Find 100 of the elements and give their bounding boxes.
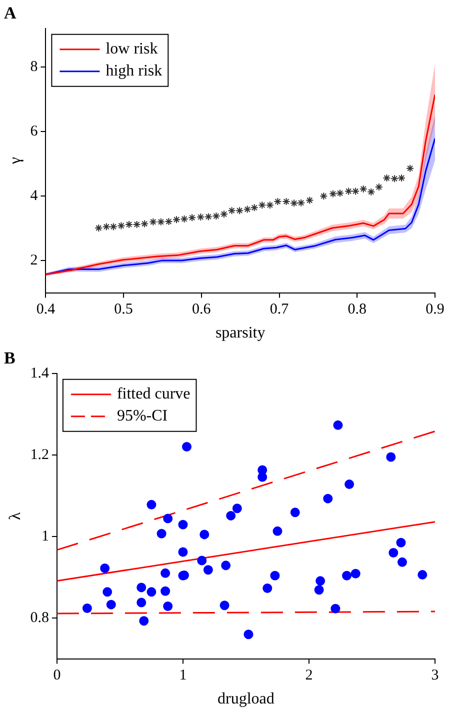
- point: [163, 601, 173, 611]
- y-tick-label: 1.4: [30, 365, 50, 382]
- x-tick-label: 0.8: [348, 302, 367, 318]
- legend-label: high risk: [106, 62, 162, 80]
- point: [221, 560, 231, 570]
- point: [374, 183, 383, 192]
- chart-title: B: [4, 348, 16, 368]
- point: [180, 214, 188, 223]
- point: [386, 452, 396, 462]
- point: [102, 222, 110, 231]
- point: [160, 586, 170, 596]
- point: [344, 187, 353, 196]
- chart-title: A: [4, 4, 17, 23]
- point: [160, 568, 170, 578]
- point: [220, 210, 228, 218]
- point: [397, 557, 407, 567]
- x-tick-label: 2: [305, 668, 313, 684]
- x-tick-label: 3: [431, 668, 439, 684]
- y-tick-label: 2: [30, 252, 38, 268]
- point: [367, 188, 376, 196]
- x-tick-label: 0.7: [270, 302, 290, 318]
- y-tick-label: 1: [41, 528, 49, 544]
- point: [109, 222, 118, 231]
- point: [146, 500, 156, 510]
- y-tick-label: 8: [30, 59, 38, 76]
- point: [140, 220, 149, 228]
- point: [220, 600, 230, 610]
- x-tick-label: 0.6: [192, 302, 212, 318]
- y-tick-label: 6: [30, 124, 38, 140]
- point: [196, 213, 205, 222]
- point: [243, 205, 252, 214]
- x-axis-title: sparsity: [215, 324, 266, 342]
- point: [182, 442, 192, 452]
- point: [106, 600, 116, 610]
- y-tick-label: 4: [30, 188, 38, 204]
- point: [82, 603, 92, 613]
- point: [418, 570, 428, 580]
- point: [282, 198, 290, 206]
- y-tick-label: 0.8: [30, 610, 49, 626]
- x-tick-label: 0.4: [36, 302, 56, 318]
- point: [329, 190, 338, 198]
- point: [274, 198, 282, 206]
- point: [316, 576, 326, 586]
- point: [94, 224, 103, 232]
- point: [178, 547, 188, 557]
- point: [359, 184, 368, 193]
- point: [197, 556, 207, 566]
- point: [136, 598, 146, 608]
- point: [212, 212, 220, 220]
- point: [132, 220, 141, 228]
- point: [342, 570, 352, 580]
- point: [272, 526, 282, 536]
- y-axis-title: γ: [6, 157, 24, 166]
- point: [336, 189, 344, 198]
- point: [352, 187, 360, 196]
- point: [382, 174, 391, 182]
- point: [396, 538, 406, 548]
- point: [236, 206, 244, 215]
- point: [200, 530, 210, 540]
- point: [228, 206, 236, 215]
- point: [100, 564, 110, 574]
- point: [297, 198, 306, 207]
- point: [117, 222, 126, 230]
- legend-label: fitted curve: [116, 386, 190, 403]
- point: [406, 164, 414, 172]
- point: [350, 568, 360, 578]
- point: [390, 174, 399, 183]
- point: [102, 587, 112, 597]
- y-axis-title: λ: [6, 512, 24, 520]
- point: [226, 510, 236, 520]
- point: [172, 216, 181, 224]
- point: [290, 508, 300, 518]
- legend-label: low risk: [106, 40, 158, 58]
- x-tick-label: 1: [179, 668, 187, 684]
- point: [262, 584, 272, 594]
- point: [204, 212, 212, 221]
- point: [323, 494, 333, 504]
- point: [163, 514, 173, 524]
- point: [344, 480, 354, 490]
- x-tick-label: 0.9: [426, 302, 444, 318]
- point: [314, 585, 324, 595]
- point: [250, 204, 258, 212]
- point: [244, 630, 254, 640]
- point: [232, 504, 242, 514]
- point: [388, 548, 398, 558]
- point: [270, 570, 280, 580]
- point: [398, 174, 406, 182]
- point: [203, 565, 213, 575]
- y-tick-label: 1.2: [30, 446, 49, 463]
- point: [164, 218, 173, 226]
- point: [146, 587, 156, 597]
- point: [125, 220, 134, 228]
- point: [320, 192, 328, 200]
- point: [333, 420, 343, 430]
- point: [136, 582, 146, 592]
- point: [330, 604, 340, 614]
- point: [149, 218, 158, 226]
- point: [139, 616, 149, 626]
- x-axis-title: drugload: [218, 690, 274, 708]
- x-tick-label: 0.5: [114, 302, 133, 318]
